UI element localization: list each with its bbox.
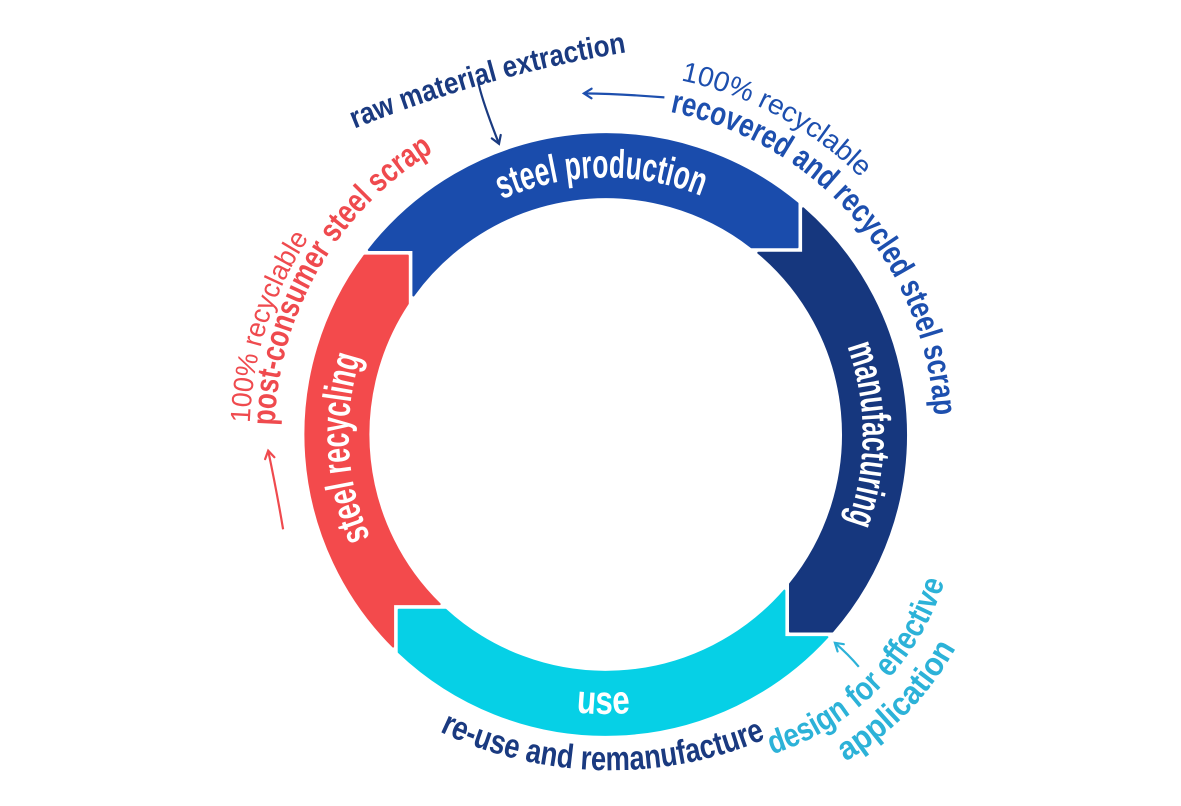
svg-text:use: use: [576, 678, 631, 723]
